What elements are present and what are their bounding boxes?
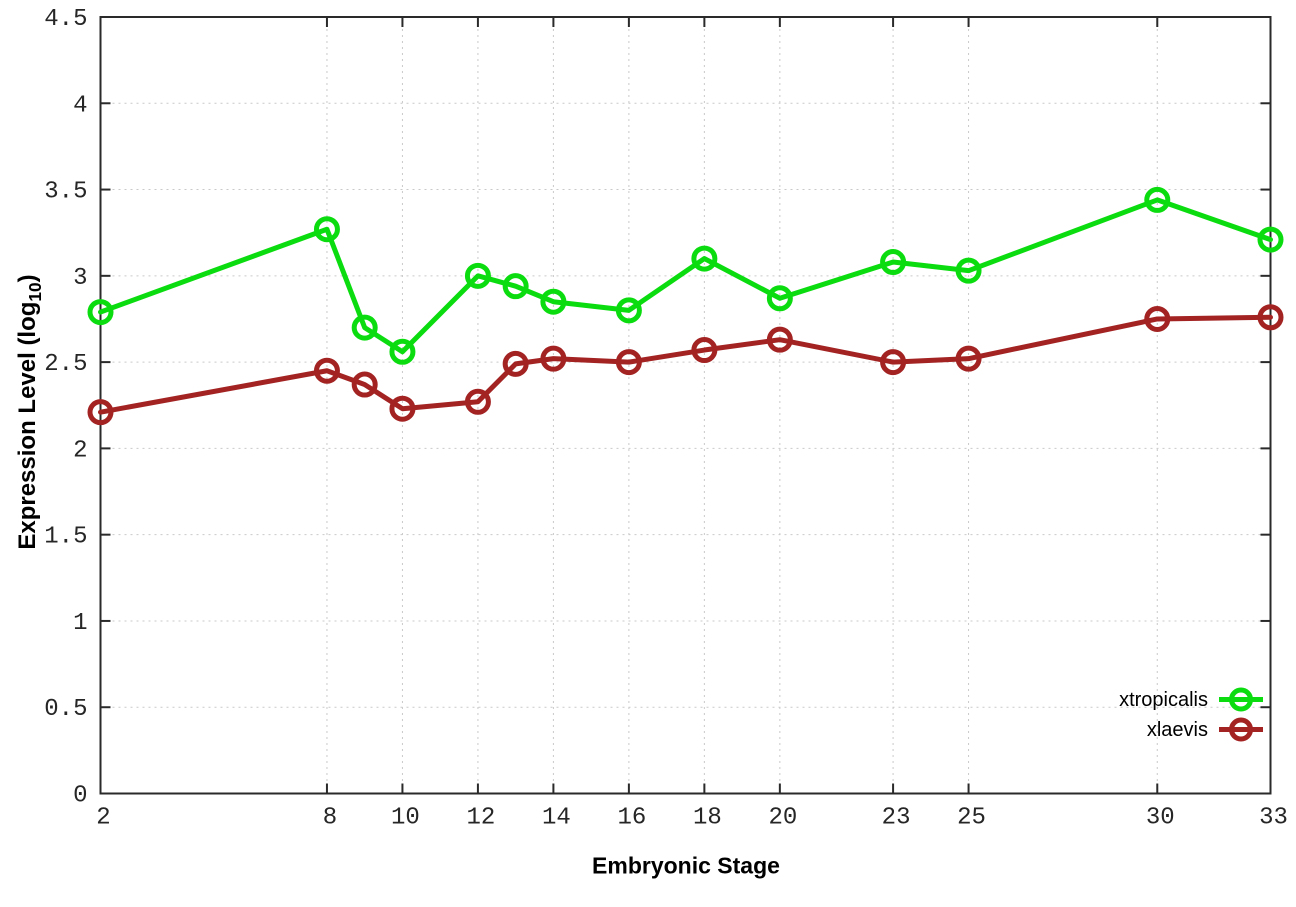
data-point-xtropicalis [540,288,567,315]
data-point-xtropicalis [389,338,416,365]
data-point-xlaevis [955,345,982,372]
y-axis-label-suffix: ) [13,274,41,283]
y-axis-label: Expression Level (log10) [14,274,46,549]
x-tick-label: 20 [768,805,797,832]
data-point-xtropicalis [691,245,718,272]
data-point-xtropicalis [955,257,982,284]
x-axis-label: Embryonic Stage [592,852,780,879]
y-tick-label: 1 [73,610,87,637]
data-point-xlaevis [615,349,642,376]
y-tick-label: 2 [73,437,87,464]
data-point-xtropicalis [351,314,378,341]
data-point-xtropicalis [313,216,340,243]
data-point-xtropicalis [87,299,114,326]
x-tick-label: 25 [957,805,986,832]
data-point-xlaevis [766,326,793,353]
data-point-xtropicalis [464,262,491,289]
legend-sample-line-point-icon [1219,717,1263,742]
x-tick-label: 14 [542,805,571,832]
x-tick-label: 10 [391,805,420,832]
data-point-xlaevis [313,357,340,384]
data-point-xlaevis [464,388,491,415]
y-tick-label: 0 [73,783,87,810]
legend-label-xtropicalis: xtropicalis [1119,688,1208,711]
chart-legend: xtropicalis xlaevis [1119,685,1264,744]
x-tick-label: 18 [693,805,722,832]
plot-border [99,16,1272,795]
x-tick-label: 30 [1146,805,1175,832]
legend-sample-line-point-icon [1219,687,1263,712]
data-point-xlaevis [540,345,567,372]
x-tick-label: 2 [96,805,110,832]
data-point-xlaevis [351,371,378,398]
y-tick-label: 4.5 [44,6,87,33]
data-point-xlaevis [87,399,114,426]
legend-label-xlaevis: xlaevis [1146,718,1208,741]
data-point-xtropicalis [880,249,907,276]
x-tick-label: 12 [467,805,496,832]
data-point-xlaevis [691,337,718,364]
data-point-xtropicalis [1257,226,1284,253]
legend-row-xtropicalis: xtropicalis [1119,685,1264,714]
data-point-xtropicalis [502,273,529,300]
y-tick-label: 3.5 [44,179,87,206]
y-tick-label: 1.5 [44,524,87,551]
x-tick-label: 33 [1259,805,1288,832]
y-axis-label-text: Expression Level (log [13,301,41,550]
data-point-xtropicalis [766,285,793,312]
series-line-xlaevis [98,314,1273,415]
y-tick-label: 4 [73,92,87,119]
y-axis-label-subscript: 10 [25,282,46,302]
data-point-xtropicalis [1144,186,1171,213]
data-point-xlaevis [389,395,416,422]
x-tick-label: 16 [617,805,646,832]
x-tick-label: 23 [882,805,911,832]
data-point-xlaevis [502,350,529,377]
y-tick-label: 2.5 [44,351,87,378]
data-point-xtropicalis [615,297,642,324]
data-point-xlaevis [1257,304,1284,331]
data-point-xlaevis [1144,305,1171,332]
legend-row-xlaevis: xlaevis [1119,715,1264,744]
y-tick-label: 0.5 [44,696,87,723]
x-tick-label: 8 [323,805,337,832]
y-tick-label: 3 [73,265,87,292]
data-point-xlaevis [880,349,907,376]
